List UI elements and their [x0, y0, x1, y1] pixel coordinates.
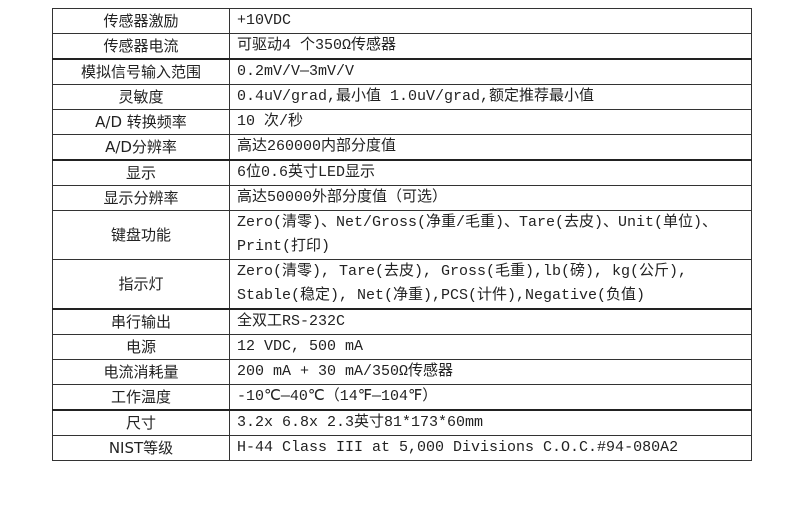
- table-row: 灵敏度 0.4uV/grad,最小值 1.0uV/grad,额定推荐最小值: [52, 84, 752, 110]
- spec-value: Zero(清零), Tare(去皮), Gross(毛重),lb(磅), kg(…: [229, 259, 752, 310]
- spec-label: 传感器电流: [52, 33, 230, 60]
- table-row: 显示分辨率 高达50000外部分度值（可选）: [52, 185, 752, 211]
- spec-label: 尺寸: [52, 409, 230, 436]
- table-row: 传感器激励 +10VDC: [52, 8, 752, 34]
- spec-label: 电源: [52, 334, 230, 360]
- spec-value: 200 mA + 30 mA/350Ω传感器: [229, 359, 752, 385]
- spec-value: +10VDC: [229, 8, 752, 34]
- spec-label: 串行输出: [52, 308, 230, 335]
- spec-label: 灵敏度: [52, 84, 230, 110]
- table-row: NIST等级 H-44 Class III at 5,000 Divisions …: [52, 435, 752, 461]
- table-row: 键盘功能 Zero(清零)、Net/Gross(净重/毛重)、Tare(去皮)、U…: [52, 210, 752, 260]
- spec-label: 传感器激励: [52, 8, 230, 34]
- spec-value: 高达260000内部分度值: [229, 134, 752, 161]
- spec-label: 工作温度: [52, 384, 230, 411]
- spec-value: 3.2x 6.8x 2.3英寸81*173*60mm: [229, 409, 752, 436]
- spec-value: 高达50000外部分度值（可选）: [229, 185, 752, 211]
- table-row: A/D分辨率 高达260000内部分度值: [52, 134, 752, 161]
- spec-value: 全双工RS-232C: [229, 308, 752, 335]
- table-row: 尺寸 3.2x 6.8x 2.3英寸81*173*60mm: [52, 409, 752, 436]
- spec-value: 0.4uV/grad,最小值 1.0uV/grad,额定推荐最小值: [229, 84, 752, 110]
- spec-value: 可驱动4 个350Ω传感器: [229, 33, 752, 60]
- spec-label: A/D 转换频率: [52, 109, 230, 135]
- table-row: 模拟信号输入范围 0.2mV/V—3mV/V: [52, 58, 752, 85]
- table-row: 电流消耗量 200 mA + 30 mA/350Ω传感器: [52, 359, 752, 385]
- table-row: 指示灯 Zero(清零), Tare(去皮), Gross(毛重),lb(磅), …: [52, 259, 752, 310]
- spec-value: -10℃—40℃（14℉—104℉）: [229, 384, 752, 411]
- spec-value: H-44 Class III at 5,000 Divisions C.O.C.…: [229, 435, 752, 461]
- table-row: A/D 转换频率 10 次/秒: [52, 109, 752, 135]
- table-row: 工作温度 -10℃—40℃（14℉—104℉）: [52, 384, 752, 411]
- spec-label: 模拟信号输入范围: [52, 58, 230, 85]
- spec-value: 10 次/秒: [229, 109, 752, 135]
- spec-label: A/D分辨率: [52, 134, 230, 161]
- table-row: 电源 12 VDC, 500 mA: [52, 334, 752, 360]
- spec-label: 电流消耗量: [52, 359, 230, 385]
- spec-label: NIST等级: [52, 435, 230, 461]
- spec-value: 6位0.6英寸LED显示: [229, 159, 752, 186]
- spec-value: 0.2mV/V—3mV/V: [229, 58, 752, 85]
- table-row: 传感器电流 可驱动4 个350Ω传感器: [52, 33, 752, 60]
- spec-label: 键盘功能: [52, 210, 230, 260]
- table-row: 显示 6位0.6英寸LED显示: [52, 159, 752, 186]
- spec-value: 12 VDC, 500 mA: [229, 334, 752, 360]
- spec-label: 显示: [52, 159, 230, 186]
- spec-value: Zero(清零)、Net/Gross(净重/毛重)、Tare(去皮)、Unit(…: [229, 210, 752, 260]
- spec-label: 指示灯: [52, 259, 230, 310]
- table-row: 串行输出 全双工RS-232C: [52, 308, 752, 335]
- spec-table: 传感器激励 +10VDC 传感器电流 可驱动4 个350Ω传感器 模拟信号输入范围 0.2…: [52, 8, 752, 461]
- spec-label: 显示分辨率: [52, 185, 230, 211]
